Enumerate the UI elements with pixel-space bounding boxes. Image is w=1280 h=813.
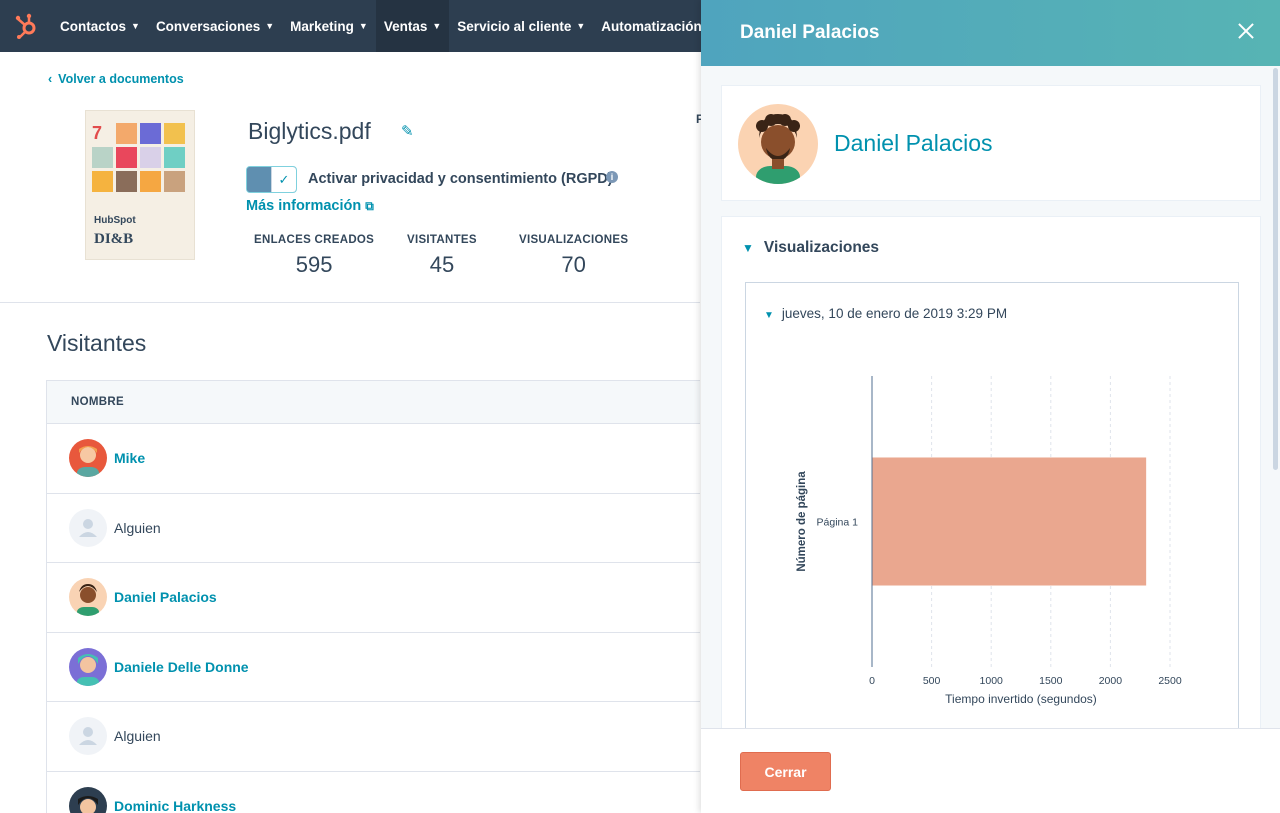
x-tick-label: 2000 bbox=[1099, 675, 1123, 687]
obscured-column-label: F bbox=[696, 112, 704, 126]
stat-label: VISUALIZACIONES bbox=[519, 234, 629, 246]
category-tick-label: Página 1 bbox=[817, 517, 859, 529]
chevron-down-icon: ▼ bbox=[742, 241, 754, 255]
panel-footer: Cerrar bbox=[701, 728, 1280, 813]
views-section-toggle[interactable]: ▼ Visualizaciones bbox=[742, 239, 879, 257]
nav-contactos[interactable]: Contactos ▼ bbox=[52, 0, 148, 52]
x-tick-label: 0 bbox=[869, 675, 875, 687]
nav-label: Automatización bbox=[601, 18, 702, 34]
table-row[interactable]: Alguien bbox=[47, 702, 700, 772]
views-card: ▼ Visualizaciones ▼ jueves, 10 de enero de… bbox=[721, 216, 1261, 742]
edit-pencil-icon[interactable]: ✎ bbox=[401, 123, 414, 140]
y-axis-title: Número de página bbox=[796, 471, 808, 572]
visitor-name: Alguien bbox=[114, 728, 161, 745]
visitor-name-link[interactable]: Dominic Harkness bbox=[114, 797, 237, 813]
chevron-down-icon: ▼ bbox=[764, 310, 774, 321]
table-row[interactable]: Daniele Delle Donne bbox=[47, 633, 700, 702]
nav-label: Contactos bbox=[60, 18, 127, 34]
avatar bbox=[69, 647, 107, 686]
column-header-name: NOMBRE bbox=[71, 396, 124, 408]
document-page: ‹ Volver a documentos 7 HubSpot DI&B Bigl… bbox=[0, 52, 700, 813]
nav-label: Conversaciones bbox=[155, 18, 261, 34]
avatar bbox=[69, 578, 107, 617]
stat-value: 70 bbox=[561, 252, 586, 277]
time-per-page-chart: Página 1 0 500 1000 1500 2000 2500 Tiempo inver… bbox=[796, 376, 1182, 706]
info-icon[interactable]: i bbox=[606, 171, 618, 183]
thumbnail-photo-grid: 7 bbox=[92, 123, 190, 195]
nav-label: Servicio al cliente bbox=[457, 18, 572, 34]
views-header-label: Visualizaciones bbox=[763, 239, 880, 256]
anonymous-user-icon bbox=[69, 717, 107, 756]
stat-label: ENLACES CREADOS bbox=[254, 234, 375, 246]
x-tick-label: 500 bbox=[923, 675, 941, 687]
panel-scrollbar[interactable] bbox=[1273, 68, 1278, 470]
stat-links-created: ENLACES CREADOS 595 bbox=[254, 234, 374, 278]
back-label: Volver a documentos bbox=[58, 72, 184, 86]
x-tick-label: 1000 bbox=[980, 675, 1004, 687]
external-link-icon: ⧉ bbox=[365, 199, 374, 213]
back-to-documents-link[interactable]: ‹ Volver a documentos bbox=[48, 72, 184, 86]
session-chart-box: ▼ jueves, 10 de enero de 2019 3:29 PM Pág… bbox=[745, 282, 1239, 742]
close-button[interactable]: Cerrar bbox=[740, 752, 831, 791]
visitors-table: NOMBRE Mike Alguien Daniel Palacios Dani… bbox=[46, 380, 700, 813]
session-date-label: jueves, 10 de enero de 2019 3:29 PM bbox=[781, 306, 1008, 321]
contact-profile-card: Daniel Palacios bbox=[721, 85, 1261, 201]
close-icon[interactable] bbox=[1234, 19, 1258, 43]
nav-marketing[interactable]: Marketing ▼ bbox=[282, 0, 376, 52]
nav-conversaciones[interactable]: Conversaciones ▼ bbox=[148, 0, 282, 52]
table-row[interactable]: Dominic Harkness bbox=[47, 772, 700, 813]
chevron-down-icon: ▼ bbox=[358, 21, 368, 31]
gdpr-toggle[interactable]: ✓ bbox=[246, 166, 297, 193]
document-thumbnail: 7 HubSpot DI&B bbox=[85, 110, 195, 260]
table-row[interactable]: Daniel Palacios bbox=[47, 563, 700, 633]
nav-ventas[interactable]: Ventas ▼ bbox=[375, 0, 450, 52]
anonymous-user-icon bbox=[69, 508, 107, 547]
x-tick-label: 2500 bbox=[1158, 675, 1182, 687]
chevron-left-icon: ‹ bbox=[48, 72, 53, 86]
more-info-link[interactable]: Más información ⧉ bbox=[246, 198, 374, 214]
visitors-section-title: Visitantes bbox=[47, 330, 147, 356]
section-divider bbox=[0, 302, 700, 303]
chevron-down-icon: ▼ bbox=[131, 21, 140, 31]
panel-header: Daniel Palacios bbox=[701, 0, 1280, 66]
stat-views: VISUALIZACIONES 70 bbox=[519, 234, 628, 278]
contact-name-link[interactable]: Daniel Palacios bbox=[834, 130, 993, 156]
more-info-label: Más información bbox=[246, 198, 362, 214]
stat-label: VISITANTES bbox=[407, 234, 477, 246]
gdpr-label: Activar privacidad y consentimiento (RGP… bbox=[308, 171, 613, 187]
checkmark-icon: ✓ bbox=[271, 167, 296, 192]
avatar bbox=[738, 104, 818, 184]
table-row[interactable]: Mike bbox=[47, 424, 700, 494]
thumbnail-caption: DI&B bbox=[94, 231, 134, 247]
x-axis-title: Tiempo invertido (segundos) bbox=[945, 692, 1097, 706]
avatar bbox=[69, 439, 107, 478]
contact-views-panel: Daniel Palacios Daniel Palacios ▼ Visuali… bbox=[701, 0, 1280, 813]
visitor-name: Alguien bbox=[114, 519, 161, 536]
nav-servicio[interactable]: Servicio al cliente ▼ bbox=[449, 0, 593, 52]
chart-bar bbox=[872, 457, 1147, 586]
document-title: Biglytics.pdf bbox=[248, 118, 371, 144]
stat-visitors: VISITANTES 45 bbox=[407, 234, 477, 278]
x-tick-label: 1500 bbox=[1039, 675, 1063, 687]
session-toggle[interactable]: ▼ jueves, 10 de enero de 2019 3:29 PM bbox=[764, 306, 1007, 321]
chevron-down-icon: ▼ bbox=[432, 21, 442, 31]
visitor-name-link[interactable]: Daniele Delle Donne bbox=[114, 658, 249, 675]
nav-label: Marketing bbox=[290, 18, 354, 34]
toggle-track bbox=[247, 167, 272, 192]
table-header[interactable]: NOMBRE bbox=[47, 381, 700, 424]
stat-value: 595 bbox=[295, 252, 333, 277]
chevron-down-icon: ▼ bbox=[576, 21, 586, 31]
visitor-name-link[interactable]: Daniel Palacios bbox=[114, 589, 217, 606]
stat-value: 45 bbox=[429, 252, 455, 277]
panel-title: Daniel Palacios bbox=[740, 22, 880, 43]
nav-label: Ventas bbox=[383, 18, 428, 34]
table-row[interactable]: Alguien bbox=[47, 494, 700, 563]
hubspot-logo-icon[interactable] bbox=[0, 0, 52, 52]
thumbnail-brand: HubSpot bbox=[94, 215, 136, 226]
avatar bbox=[69, 786, 107, 813]
chevron-down-icon: ▼ bbox=[265, 21, 275, 31]
visitor-name-link[interactable]: Mike bbox=[114, 450, 146, 467]
